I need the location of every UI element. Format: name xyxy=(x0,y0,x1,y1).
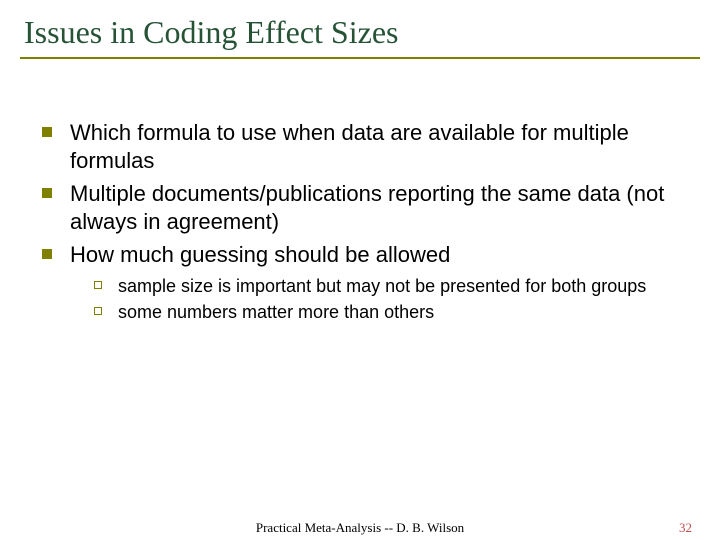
bullet-text: Multiple documents/publications reportin… xyxy=(70,180,686,235)
footer-text: Practical Meta-Analysis -- D. B. Wilson xyxy=(0,520,720,536)
square-bullet-icon xyxy=(42,188,52,198)
hollow-square-bullet-icon xyxy=(94,281,102,289)
sub-bullets: sample size is important but may not be … xyxy=(42,275,686,324)
square-bullet-icon xyxy=(42,249,52,259)
bullet-level2: sample size is important but may not be … xyxy=(94,275,686,298)
bullet-text: How much guessing should be allowed xyxy=(70,241,450,269)
bullet-level1: Multiple documents/publications reportin… xyxy=(42,180,686,235)
bullet-text: some numbers matter more than others xyxy=(118,301,434,324)
page-number: 32 xyxy=(679,520,692,536)
bullet-level1: Which formula to use when data are avail… xyxy=(42,119,686,174)
bullet-level2: some numbers matter more than others xyxy=(94,301,686,324)
bullet-text: sample size is important but may not be … xyxy=(118,275,646,298)
hollow-square-bullet-icon xyxy=(94,307,102,315)
slide: Issues in Coding Effect Sizes Which form… xyxy=(0,0,720,540)
title-underline xyxy=(20,57,700,59)
bullet-text: Which formula to use when data are avail… xyxy=(70,119,686,174)
body-content: Which formula to use when data are avail… xyxy=(24,119,696,324)
bullet-level1: How much guessing should be allowed xyxy=(42,241,686,269)
slide-title: Issues in Coding Effect Sizes xyxy=(24,14,696,57)
square-bullet-icon xyxy=(42,127,52,137)
